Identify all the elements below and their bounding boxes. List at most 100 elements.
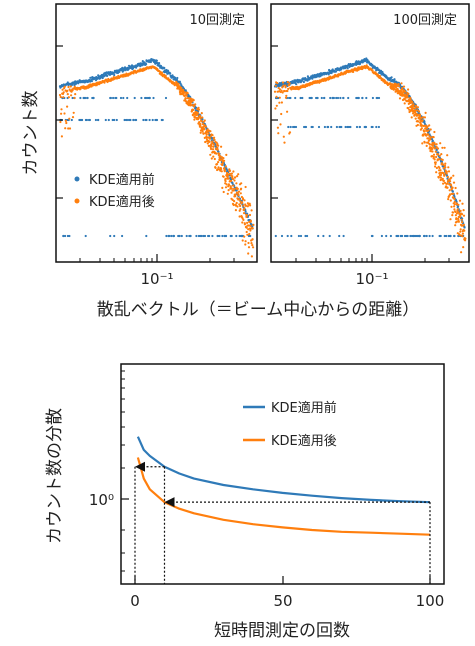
- point-after: [445, 170, 448, 173]
- point-before: [62, 234, 65, 238]
- point-before: [340, 125, 343, 129]
- point-before: [381, 70, 384, 74]
- point-before: [299, 234, 303, 238]
- point-after: [442, 179, 445, 182]
- point-after: [201, 130, 204, 133]
- point-after: [246, 233, 249, 236]
- point-before: [390, 76, 393, 79]
- point-after: [439, 169, 442, 172]
- point-after: [66, 93, 69, 96]
- point-after: [234, 195, 237, 198]
- point-before: [109, 234, 112, 238]
- point-after: [244, 243, 247, 246]
- point-after: [250, 255, 253, 258]
- point-before: [423, 120, 426, 123]
- point-after: [394, 86, 398, 89]
- point-after: [452, 174, 455, 177]
- point-after: [447, 198, 450, 201]
- point-after: [420, 127, 423, 130]
- point-after: [461, 202, 464, 205]
- point-after: [212, 145, 215, 148]
- point-before: [94, 118, 97, 122]
- point-after: [402, 85, 406, 88]
- variance-ytick-label: 10⁰: [89, 491, 114, 509]
- point-before: [211, 234, 214, 238]
- point-after: [247, 252, 250, 255]
- point-after: [462, 214, 466, 217]
- point-after: [410, 116, 413, 119]
- point-after: [228, 169, 232, 172]
- point-after: [243, 199, 246, 202]
- point-after: [464, 237, 467, 240]
- point-before: [163, 66, 166, 70]
- point-after: [275, 104, 278, 107]
- point-after: [281, 86, 284, 89]
- point-after: [431, 150, 434, 153]
- point-after: [243, 235, 246, 238]
- point-after: [244, 204, 248, 207]
- point-after: [433, 130, 436, 134]
- point-after: [409, 98, 412, 101]
- point-after: [459, 230, 462, 233]
- point-before: [403, 234, 407, 238]
- point-after: [283, 141, 286, 144]
- point-before: [78, 118, 81, 122]
- point-before: [141, 60, 144, 63]
- point-after: [278, 96, 281, 99]
- point-before: [375, 96, 378, 100]
- point-after: [192, 99, 195, 102]
- point-after: [407, 88, 410, 91]
- point-after: [435, 143, 438, 146]
- point-after: [432, 153, 436, 156]
- point-before: [189, 234, 192, 238]
- point-after: [249, 224, 252, 227]
- point-before: [207, 234, 210, 238]
- point-before: [170, 234, 173, 238]
- point-before: [389, 234, 392, 238]
- point-after: [451, 214, 454, 217]
- point-after: [211, 148, 215, 151]
- point-after: [280, 89, 283, 92]
- point-before: [112, 96, 115, 100]
- point-after: [197, 108, 200, 111]
- point-before: [393, 78, 396, 81]
- point-after: [412, 103, 415, 106]
- point-before: [315, 96, 318, 100]
- point-after: [425, 144, 428, 147]
- point-after: [447, 170, 451, 173]
- panel-10-yticks: [56, 45, 63, 199]
- point-after: [243, 212, 246, 215]
- point-before: [425, 234, 428, 238]
- point-after: [276, 126, 279, 129]
- point-after: [220, 168, 223, 171]
- point-after: [236, 187, 239, 190]
- point-after: [67, 96, 70, 99]
- legend-label-after: KDE適用後: [271, 433, 337, 449]
- point-after: [371, 69, 374, 72]
- point-after: [161, 71, 164, 75]
- point-before: [323, 125, 326, 129]
- point-after: [251, 238, 254, 241]
- point-after: [404, 90, 407, 93]
- point-before: [287, 125, 290, 129]
- point-before: [89, 76, 92, 79]
- point-before: [134, 118, 137, 122]
- point-after: [239, 200, 242, 203]
- point-before: [414, 234, 418, 238]
- point-after: [450, 205, 453, 208]
- point-before: [226, 169, 229, 172]
- point-before: [295, 83, 298, 86]
- panel-10-frame: [55, 3, 258, 263]
- point-before: [172, 234, 176, 238]
- point-after: [182, 88, 185, 92]
- point-before: [103, 74, 106, 78]
- point-after: [240, 187, 243, 190]
- point-after: [228, 172, 232, 175]
- point-after: [222, 157, 225, 160]
- point-after: [214, 166, 217, 169]
- point-after: [212, 143, 215, 146]
- point-after: [234, 193, 237, 196]
- point-after: [412, 112, 415, 115]
- point-before: [328, 234, 331, 238]
